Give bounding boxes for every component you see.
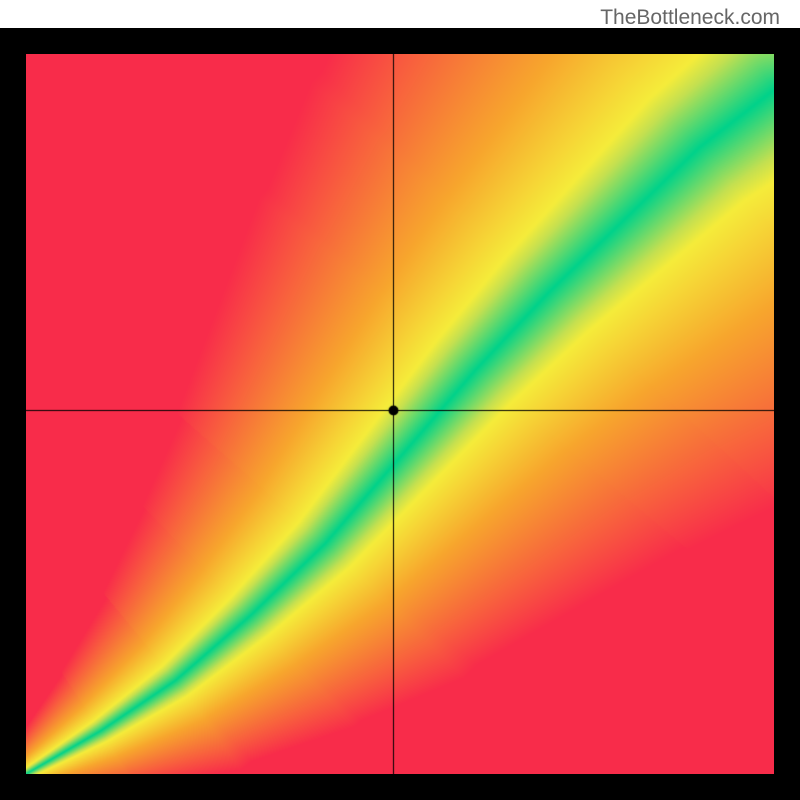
chart-frame (0, 28, 800, 800)
watermark-text: TheBottleneck.com (600, 6, 780, 30)
plot-area (26, 54, 774, 774)
heatmap-canvas (26, 54, 774, 774)
